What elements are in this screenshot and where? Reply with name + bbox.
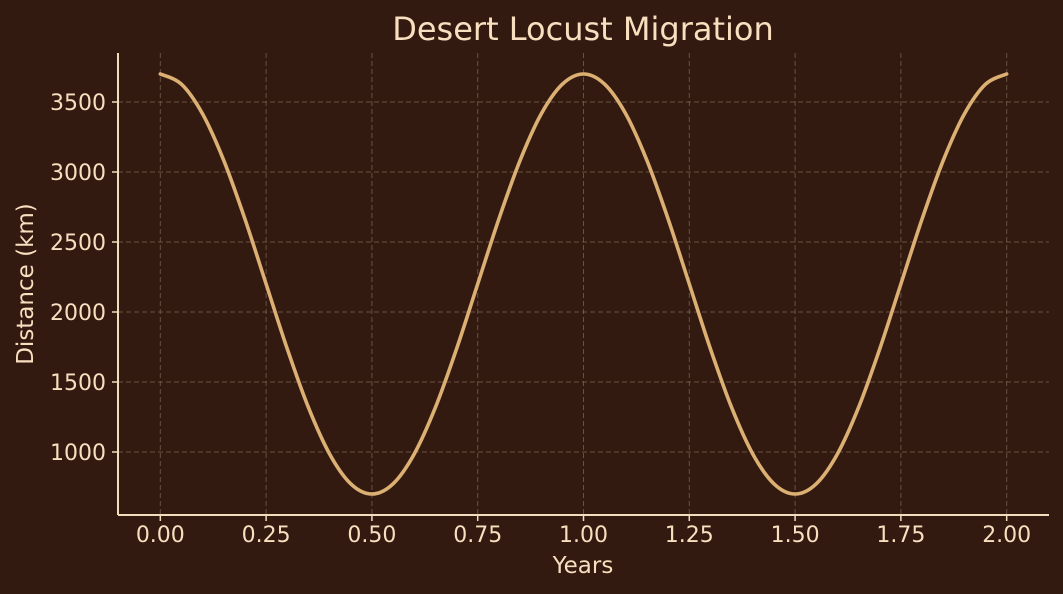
x-tick-label: 2.00 bbox=[982, 523, 1031, 548]
x-tick-label: 1.25 bbox=[665, 523, 714, 548]
x-tick-label: 0.00 bbox=[136, 523, 185, 548]
x-tick-label: 0.75 bbox=[453, 523, 502, 548]
x-tick-label: 0.50 bbox=[347, 523, 396, 548]
x-tick-label: 0.25 bbox=[242, 523, 291, 548]
y-tick-label: 3000 bbox=[50, 161, 106, 186]
series-line bbox=[158, 72, 1009, 496]
chart-title: Desert Locust Migration bbox=[392, 10, 774, 48]
plot-area bbox=[158, 72, 1009, 496]
x-axis-label: Years bbox=[552, 553, 614, 579]
y-tick-label: 1500 bbox=[50, 371, 106, 396]
y-tick-label: 1000 bbox=[50, 441, 106, 466]
x-tick-label: 1.75 bbox=[876, 523, 925, 548]
y-axis-ticks: 1000 1500 2000 2500 3000 3500 bbox=[50, 91, 118, 466]
y-tick-label: 3500 bbox=[50, 91, 106, 116]
x-tick-label: 1.50 bbox=[771, 523, 820, 548]
x-axis-ticks: 0.00 0.25 0.50 0.75 1.00 1.25 1.50 1.75 2.00 bbox=[136, 515, 1031, 548]
y-tick-label: 2000 bbox=[50, 301, 106, 326]
y-axis-label: Distance (km) bbox=[13, 203, 39, 365]
grid bbox=[118, 53, 1049, 515]
x-tick-label: 1.00 bbox=[559, 523, 608, 548]
y-tick-label: 2500 bbox=[50, 231, 106, 256]
